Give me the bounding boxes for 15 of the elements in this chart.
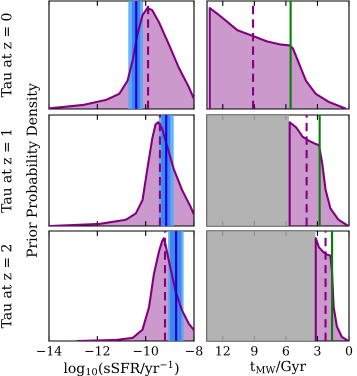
text: Prior Probability Density: [26, 83, 40, 258]
x-tick-label: 3: [314, 346, 320, 356]
x-tick-label: −10: [134, 346, 158, 356]
x-axis-title: log$_{10}$(sSFR/yr$^{−1}$): [64, 360, 178, 376]
x-axis-title: t$_{MW}$/Gyr: [250, 360, 306, 374]
y-axis-title: Tau at z = 0: [1, 14, 12, 98]
x-tick-label: 9: [251, 346, 258, 356]
x-tick-label: −14: [37, 346, 62, 356]
y-axis-title: Tau at z = 1: [1, 130, 12, 213]
x-tick-label: 12: [216, 346, 230, 356]
x-tick-label: 0: [346, 346, 352, 356]
y-axis-title: Tau at z = 2: [1, 245, 12, 328]
x-tick-label: −12: [85, 346, 110, 356]
x-tick-label: −8: [186, 346, 202, 356]
x-tick-label: 6: [282, 346, 290, 356]
